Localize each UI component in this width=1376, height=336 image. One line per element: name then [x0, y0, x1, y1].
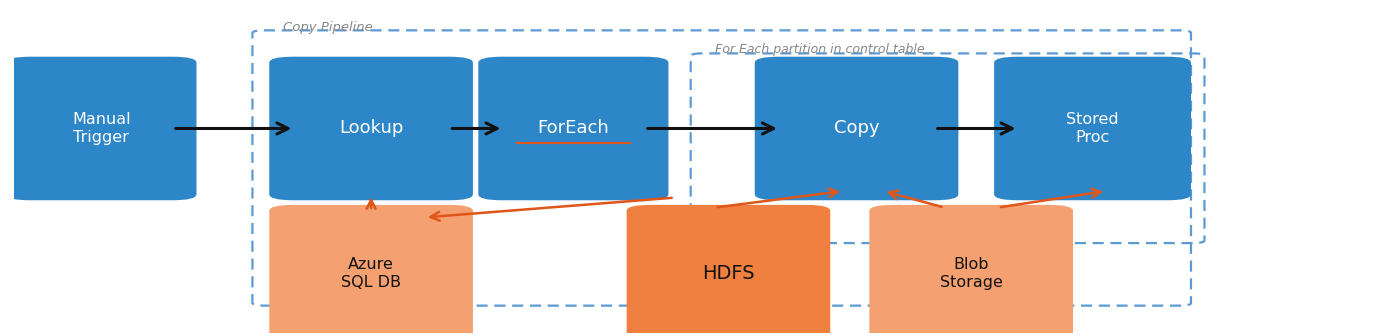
Text: HDFS: HDFS: [702, 264, 755, 283]
FancyBboxPatch shape: [270, 57, 473, 200]
FancyBboxPatch shape: [755, 57, 958, 200]
Text: Azure
SQL DB: Azure SQL DB: [341, 257, 402, 290]
Text: Copy Pipeline: Copy Pipeline: [283, 22, 373, 34]
Text: Manual
Trigger: Manual Trigger: [72, 112, 131, 145]
Text: Stored
Proc: Stored Proc: [1066, 112, 1119, 145]
FancyBboxPatch shape: [993, 57, 1192, 200]
Text: ForEach: ForEach: [538, 120, 610, 137]
FancyBboxPatch shape: [7, 57, 197, 200]
FancyBboxPatch shape: [870, 205, 1073, 336]
Text: Blob
Storage: Blob Storage: [940, 257, 1003, 290]
FancyBboxPatch shape: [270, 205, 473, 336]
FancyBboxPatch shape: [626, 205, 830, 336]
Text: For Each partition in control table...: For Each partition in control table...: [716, 43, 937, 56]
Text: Copy: Copy: [834, 120, 879, 137]
FancyBboxPatch shape: [479, 57, 669, 200]
Text: Lookup: Lookup: [338, 120, 403, 137]
